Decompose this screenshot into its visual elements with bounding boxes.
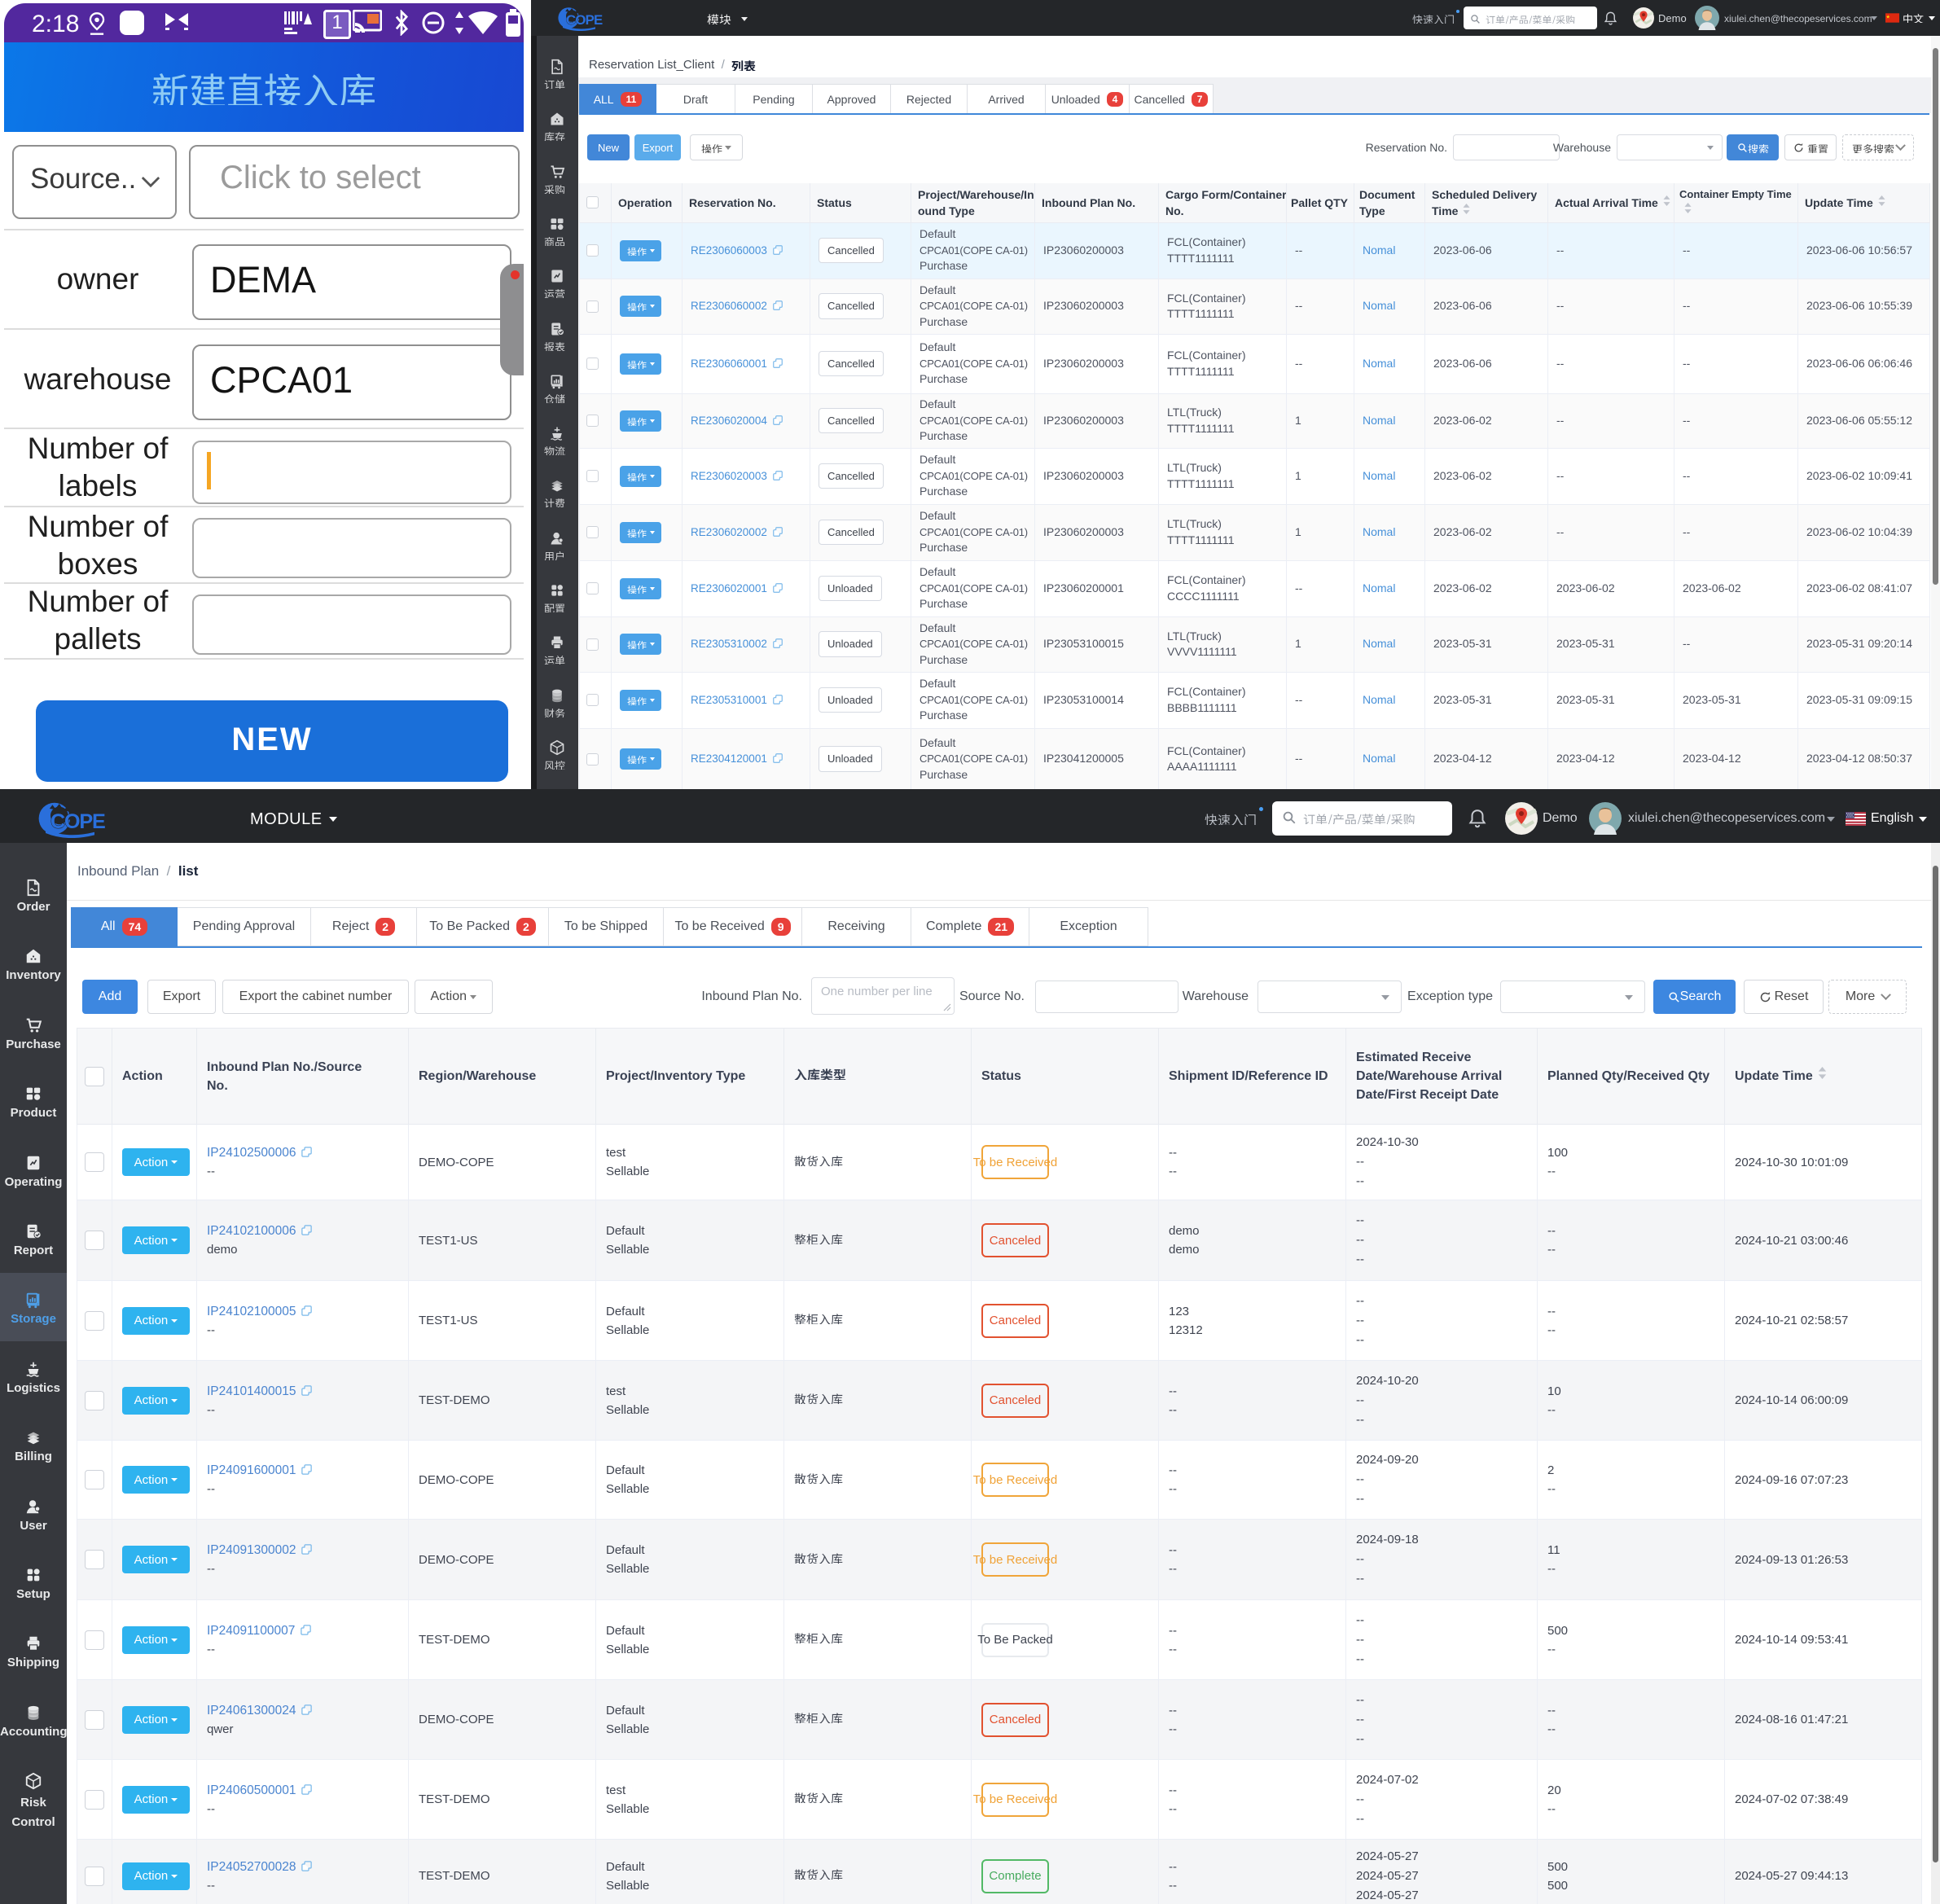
svg-text:COPE: COPE: [50, 810, 105, 833]
svg-text:COPE: COPE: [566, 12, 603, 28]
